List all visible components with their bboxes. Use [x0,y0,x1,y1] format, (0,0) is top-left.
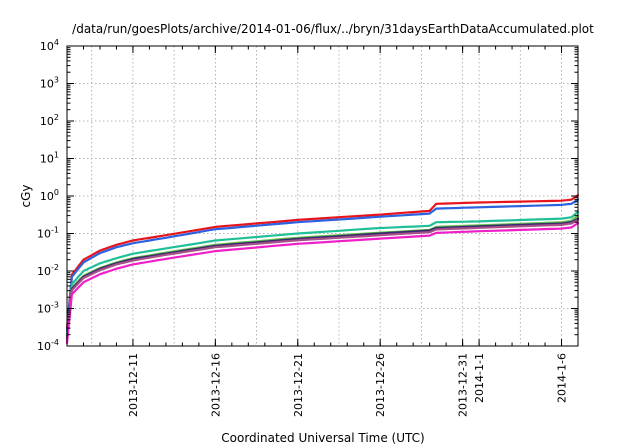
x-tick-labels: 2013-12-11 2013-12-16 2013-12-21 2013-12-26… [127,353,569,417]
y-tick-label: 10-4 [37,338,59,353]
series-line-2 [65,198,580,333]
y-tick-label: 10-3 [37,301,59,316]
x-axis-label: Coordinated Universal Time (UTC) [221,431,424,445]
x-tick-label: 2014-1-1 [473,353,486,403]
y-tick-labels: 10-4 10-3 10-2 10-1 100 101 102 103 104 [37,38,59,353]
y-tick-label: 10-2 [37,263,59,278]
x-tick-label: 2013-12-26 [374,353,387,417]
x-tick-label: 2014-1-6 [556,353,569,403]
y-tick-label: 100 [40,188,59,203]
chart-title: /data/run/goesPlots/archive/2014-01-06/f… [72,22,594,36]
series-line-6 [65,218,580,341]
y-tick-label: 104 [40,38,59,53]
x-tick-label: 2013-12-16 [209,353,222,417]
y-axis-label: cGy [19,185,33,208]
x-tick-label: 2013-12-11 [127,353,140,417]
grid [67,46,578,346]
y-tick-label: 10-1 [37,226,59,241]
series-line-1 [65,194,580,330]
y-tick-label: 102 [40,113,59,128]
series-line-7 [65,221,580,345]
series-group [65,194,580,345]
y-tick-label: 101 [40,151,59,166]
ticks [66,45,579,347]
series-line-5 [65,217,580,340]
x-tick-label: 2013-12-31 [457,353,470,417]
series-line-3 [65,210,580,336]
y-tick-label: 103 [40,76,59,91]
x-tick-label: 2013-12-21 [292,353,305,417]
